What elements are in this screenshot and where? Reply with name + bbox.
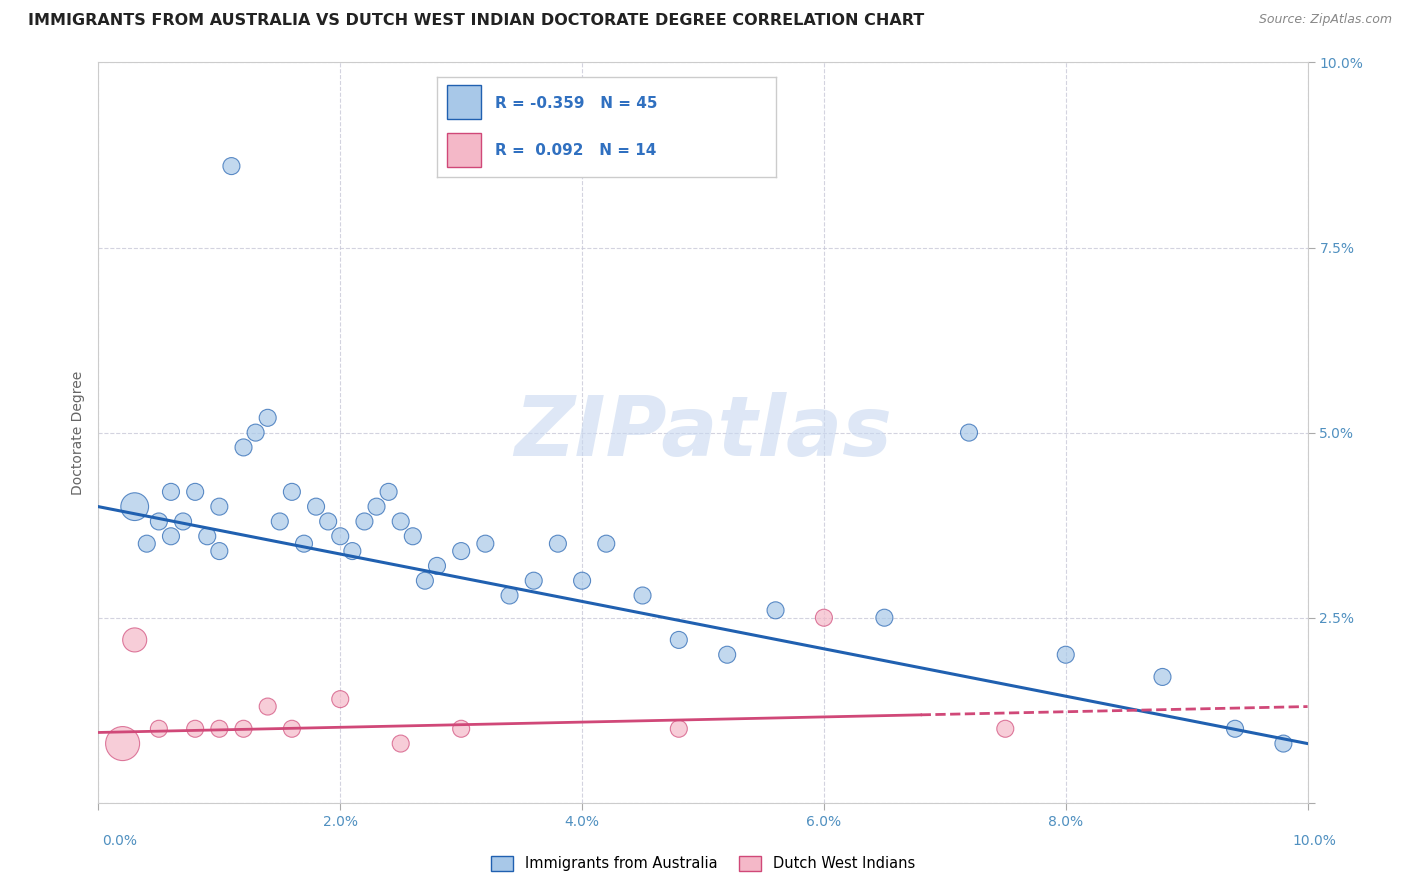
Point: [281, 722, 304, 736]
Point: [124, 632, 146, 647]
Point: [195, 529, 218, 543]
Point: [716, 648, 738, 662]
Point: [994, 722, 1017, 736]
Point: [160, 484, 183, 499]
Point: [1152, 670, 1174, 684]
Point: [413, 574, 436, 588]
Point: [1054, 648, 1077, 662]
Point: [245, 425, 267, 440]
Point: [366, 500, 388, 514]
Text: Source: ZipAtlas.com: Source: ZipAtlas.com: [1258, 13, 1392, 27]
Point: [232, 441, 254, 455]
Point: [765, 603, 787, 617]
Point: [450, 722, 472, 736]
Point: [135, 536, 157, 550]
Point: [450, 544, 472, 558]
Point: [111, 737, 134, 751]
Text: 10.0%: 10.0%: [1292, 834, 1337, 848]
Point: [813, 610, 835, 624]
Point: [316, 515, 339, 529]
Point: [208, 722, 231, 736]
Point: [256, 410, 278, 425]
Y-axis label: Doctorate Degree: Doctorate Degree: [70, 370, 84, 495]
Point: [631, 589, 654, 603]
Text: 0.0%: 0.0%: [103, 834, 136, 848]
Point: [873, 610, 896, 624]
Point: [305, 500, 328, 514]
Point: [353, 515, 375, 529]
Point: [1272, 737, 1295, 751]
Point: [668, 632, 690, 647]
Point: [232, 722, 254, 736]
Point: [184, 722, 207, 736]
Point: [957, 425, 980, 440]
Point: [595, 536, 617, 550]
Point: [269, 515, 291, 529]
Point: [184, 484, 207, 499]
Legend: Immigrants from Australia, Dutch West Indians: Immigrants from Australia, Dutch West In…: [485, 850, 921, 877]
Point: [426, 558, 449, 573]
Point: [377, 484, 399, 499]
Point: [148, 722, 170, 736]
Point: [148, 515, 170, 529]
Point: [256, 699, 278, 714]
Point: [547, 536, 569, 550]
Point: [523, 574, 546, 588]
Point: [329, 529, 352, 543]
Point: [342, 544, 364, 558]
Point: [389, 737, 412, 751]
Point: [571, 574, 593, 588]
Text: ZIPatlas: ZIPatlas: [515, 392, 891, 473]
Point: [281, 484, 304, 499]
Point: [208, 544, 231, 558]
Text: IMMIGRANTS FROM AUSTRALIA VS DUTCH WEST INDIAN DOCTORATE DEGREE CORRELATION CHAR: IMMIGRANTS FROM AUSTRALIA VS DUTCH WEST …: [28, 13, 924, 29]
Point: [389, 515, 412, 529]
Point: [1223, 722, 1246, 736]
Point: [668, 722, 690, 736]
Point: [329, 692, 352, 706]
Point: [160, 529, 183, 543]
Point: [402, 529, 425, 543]
Point: [498, 589, 520, 603]
Point: [292, 536, 315, 550]
Point: [208, 500, 231, 514]
Point: [474, 536, 496, 550]
Point: [172, 515, 194, 529]
Point: [124, 500, 146, 514]
Point: [221, 159, 243, 173]
